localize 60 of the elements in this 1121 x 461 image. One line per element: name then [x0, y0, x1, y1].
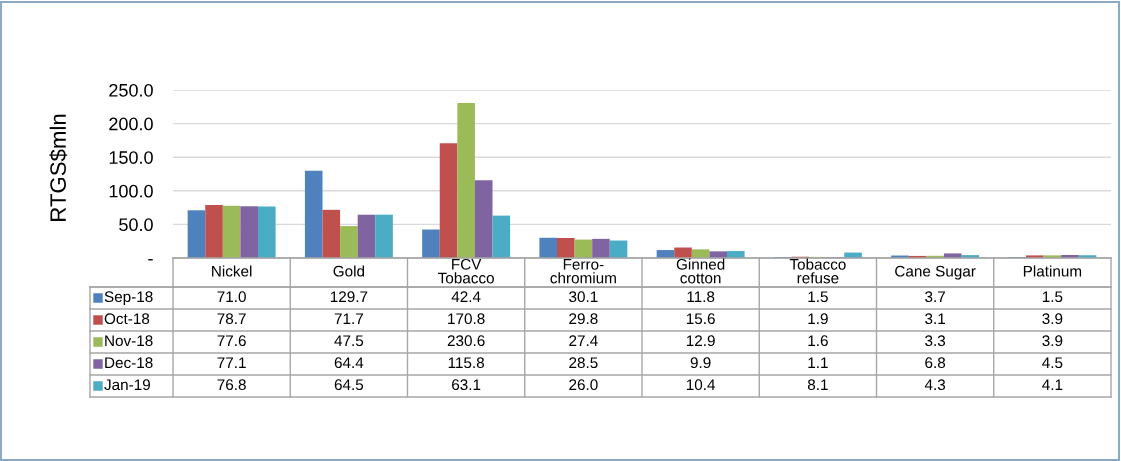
data-label: 3.1 [925, 313, 945, 325]
y-tick-label: 50.0 [119, 218, 153, 232]
y-tick-label: 150.0 [109, 151, 153, 164]
x-tick-label: FCV Tobacco [438, 258, 494, 284]
data-label: 63.1 [452, 379, 481, 391]
data-label: 8.1 [807, 379, 828, 391]
x-tick-label: Tobacco refuse [789, 258, 846, 284]
data-label: 4.5 [1042, 357, 1063, 369]
data-label: 230.6 [447, 335, 485, 347]
x-tick-label: Nickel [212, 265, 252, 277]
y-tick-label: 100.0 [109, 184, 153, 198]
data-label: 129.7 [330, 291, 368, 303]
data-label: 3.7 [925, 291, 945, 303]
legend-label: Sep-18 [104, 291, 153, 306]
legend-label: Oct-18 [104, 313, 150, 325]
data-label: 77.1 [217, 357, 246, 368]
legend-label: Jan-19 [104, 379, 150, 391]
data-label: 47.5 [334, 335, 364, 347]
data-label: 4.3 [924, 379, 946, 391]
x-tick-label: Ferro- chromium [550, 259, 616, 284]
data-label: 1.5 [808, 291, 828, 303]
x-tick-label: Gold [333, 265, 365, 277]
data-label: 71.7 [334, 313, 363, 324]
data-label: 77.6 [217, 335, 246, 347]
data-label: 26.0 [569, 379, 598, 391]
data-label: 10.4 [686, 379, 716, 391]
data-label: 11.8 [687, 291, 715, 303]
data-label: 30.1 [569, 291, 598, 303]
x-tick-label: Ginned cotton [676, 258, 725, 284]
data-label: 64.5 [334, 379, 364, 391]
data-label: 6.8 [925, 357, 946, 369]
data-label: 64.4 [334, 357, 364, 369]
y-tick-label: 200.0 [109, 117, 153, 131]
y-tick-label: - [148, 259, 153, 261]
x-tick-label: Cane Sugar [895, 265, 976, 280]
data-label: 76.8 [217, 379, 246, 391]
data-label: 3.3 [925, 335, 946, 347]
data-label: 29.8 [569, 313, 598, 325]
x-tick-label: Platinum [1023, 265, 1082, 277]
data-label: 1.5 [1042, 291, 1063, 303]
data-label: 1.1 [808, 357, 828, 368]
data-label: 4.1 [1042, 379, 1063, 390]
data-label: 28.5 [569, 357, 598, 369]
data-label: 1.9 [808, 313, 828, 325]
data-label: 27.4 [569, 335, 598, 346]
data-label: 3.9 [1042, 313, 1063, 325]
data-label: 1.6 [808, 335, 828, 347]
legend-label: Nov-18 [105, 335, 153, 347]
data-label: 9.9 [690, 357, 711, 369]
y-axis-title: RTGS$mln [49, 114, 68, 221]
data-label: 115.8 [448, 357, 485, 369]
data-label: 170.8 [448, 313, 485, 325]
data-label: 42.4 [451, 291, 481, 302]
data-label: 3.9 [1042, 335, 1063, 347]
data-label: 15.6 [686, 313, 715, 325]
data-label: 78.7 [217, 313, 246, 325]
data-label: 12.9 [686, 335, 715, 347]
legend-label: Dec-18 [105, 357, 153, 369]
data-label: 71.0 [217, 291, 246, 303]
y-tick-label: 250.0 [109, 83, 153, 97]
